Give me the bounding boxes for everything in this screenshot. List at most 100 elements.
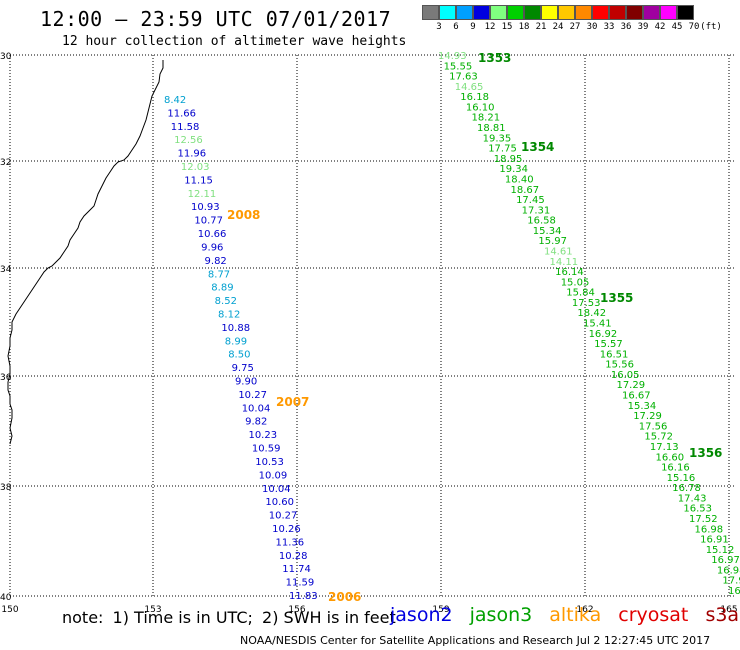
- jason3-swh-value: 14.93: [438, 51, 467, 62]
- jason3-swh-value: 17.29: [633, 411, 662, 422]
- footer-credit: NOAA/NESDIS Center for Satellite Applica…: [240, 634, 711, 647]
- jason3-swh-value: 16.78: [672, 483, 701, 494]
- jason3-swh-value: 14.61: [544, 246, 573, 257]
- legend-label-9: 9: [470, 22, 476, 32]
- legend-label-42: 42: [654, 22, 666, 32]
- jason2-swh-value: 8.99: [225, 336, 247, 347]
- note-prefix: note:: [62, 608, 104, 627]
- jason3-swh-value: 16.91: [700, 535, 729, 546]
- jason2-swh-value: 8.42: [164, 95, 186, 106]
- jason3-swh-value: 15.05: [561, 277, 590, 288]
- jason2-swh-value: 8.50: [228, 350, 250, 361]
- jason3-swh-value: 16.14: [555, 267, 584, 278]
- lat-label: 30: [0, 52, 12, 62]
- legend-swatch-33: [592, 5, 609, 20]
- jason2-swh-value: 10.09: [259, 470, 288, 481]
- jason3-swh-value: 18.21: [471, 113, 500, 124]
- legend-swatch-3: [422, 5, 439, 20]
- page-title: 12:00 – 23:59 UTC 07/01/2017: [40, 7, 392, 31]
- lon-label: 159: [432, 605, 449, 615]
- legend-swatches: [422, 5, 694, 20]
- jason3-swh-value: 15.55: [444, 61, 473, 72]
- lon-label: 150: [1, 605, 18, 615]
- note: note: 1) Time is in UTC; 2) SWH is in fe…: [62, 608, 400, 627]
- jason3-swh-value: 16.60: [656, 452, 685, 463]
- jason3-swh-value: 14.65: [455, 82, 484, 93]
- jason3-pass-time-label: 1355: [600, 291, 633, 305]
- jason2-swh-value: 9.75: [232, 363, 254, 374]
- jason2-swh-value: 10.27: [269, 511, 298, 522]
- jason3-swh-value: 17.75: [488, 144, 517, 155]
- satellite-altika: altika: [549, 604, 602, 626]
- jason2-swh-value: 9.82: [245, 417, 267, 428]
- jason3-pass-time-label: 1353: [478, 51, 511, 65]
- jason2-swh-value: 12.11: [188, 189, 217, 200]
- legend-swatch-27: [558, 5, 575, 20]
- legend-label-45: 45: [671, 22, 683, 32]
- jason2-swh-value: 8.89: [211, 283, 233, 294]
- jason2-swh-value: 10.93: [191, 202, 220, 213]
- jason3-swh-value: 15.12: [706, 545, 735, 556]
- jason2-swh-value: 10.26: [272, 524, 301, 535]
- jason3-swh-value: 16.10: [466, 102, 495, 113]
- jason2-swh-value: 10.04: [242, 403, 271, 414]
- lat-label: 32: [0, 158, 11, 168]
- jason2-swh-value: 9.96: [201, 242, 223, 253]
- lat-label: 38: [0, 483, 12, 493]
- legend-swatch-18: [507, 5, 524, 20]
- satellite-jason2: jason2: [390, 604, 453, 626]
- lat-label: 40: [0, 593, 12, 603]
- jason3-swh-value: 16.58: [527, 216, 556, 227]
- jason3-swh-value: 16.53: [683, 504, 712, 515]
- legend-swatch-42: [643, 5, 660, 20]
- jason3-swh-value: 15.97: [538, 236, 567, 247]
- lon-label: 153: [144, 605, 161, 615]
- jason3-swh-value: 17.53: [572, 298, 601, 309]
- jason3-swh-value: 14.11: [550, 257, 579, 268]
- legend-swatch-9: [456, 5, 473, 20]
- jason2-swh-value: 11.15: [184, 175, 213, 186]
- legend-swatch-15: [490, 5, 507, 20]
- jason3-swh-value: 16.98: [717, 565, 740, 576]
- jason2-pass-time-label: 2007: [276, 395, 309, 409]
- jason2-swh-value: 10.53: [255, 457, 284, 468]
- jason2-swh-value: 10.28: [279, 551, 308, 562]
- satellite-key: jason2 jason3 altika cryosat s3a: [390, 604, 740, 626]
- legend-swatch-45: [660, 5, 677, 20]
- jason3-pass-time-label: 1354: [521, 140, 554, 154]
- legend-labels: 3 6 9 12 15 18 21 24 27 30 33 36 39 42 45 70 (ft): [422, 22, 740, 36]
- jason3-swh-value: 15.34: [533, 226, 562, 237]
- lon-label: 156: [288, 605, 305, 615]
- altimeter-tracks: 8.42 11.66 11.58 12.56 11.96 12.03 11.15 12.11 1…: [164, 51, 740, 604]
- legend-swatch-6: [439, 5, 456, 20]
- legend-label-70: 70: [688, 22, 700, 32]
- page-subtitle: 12 hour collection of altimeter wave hei…: [62, 34, 407, 49]
- legend-unit: (ft): [700, 22, 722, 32]
- jason3-pass-time-label: 1356: [689, 446, 722, 460]
- legend-label-36: 36: [620, 22, 632, 32]
- jason2-swh-value: 8.12: [218, 309, 240, 320]
- jason3-swh-value: 17.97: [722, 576, 740, 587]
- jason2-swh-value: 9.82: [205, 256, 227, 267]
- jason2-swh-value: 11.83: [289, 591, 318, 602]
- legend-label-27: 27: [569, 22, 581, 32]
- jason3-swh-value: 19.35: [483, 133, 512, 144]
- legend-swatch-21: [524, 5, 541, 20]
- jason3-swh-value: 18.40: [505, 174, 534, 185]
- jason2-swh-value: 10.04: [262, 484, 291, 495]
- jason2-swh-value: 10.60: [265, 497, 294, 508]
- jason2-swh-value: 10.77: [194, 216, 223, 227]
- jason3-swh-value: 15.41: [583, 319, 612, 330]
- lat-label: 34: [0, 265, 12, 275]
- legend-swatch-36: [609, 5, 626, 20]
- jason2-swh-value: 10.59: [252, 444, 281, 455]
- jason3-swh-value: 16.51: [600, 349, 629, 360]
- jason2-swh-value: 9.90: [235, 377, 257, 388]
- jason3-swh-value: 18.42: [577, 308, 606, 319]
- jason2-swh-value: 11.74: [282, 564, 311, 575]
- jason2-swh-value: 8.52: [215, 296, 237, 307]
- jason3-swh-value: 15.57: [594, 339, 623, 350]
- jason3-swh-value: 17.29: [616, 380, 645, 391]
- jason2-swh-value: 8.77: [208, 269, 230, 280]
